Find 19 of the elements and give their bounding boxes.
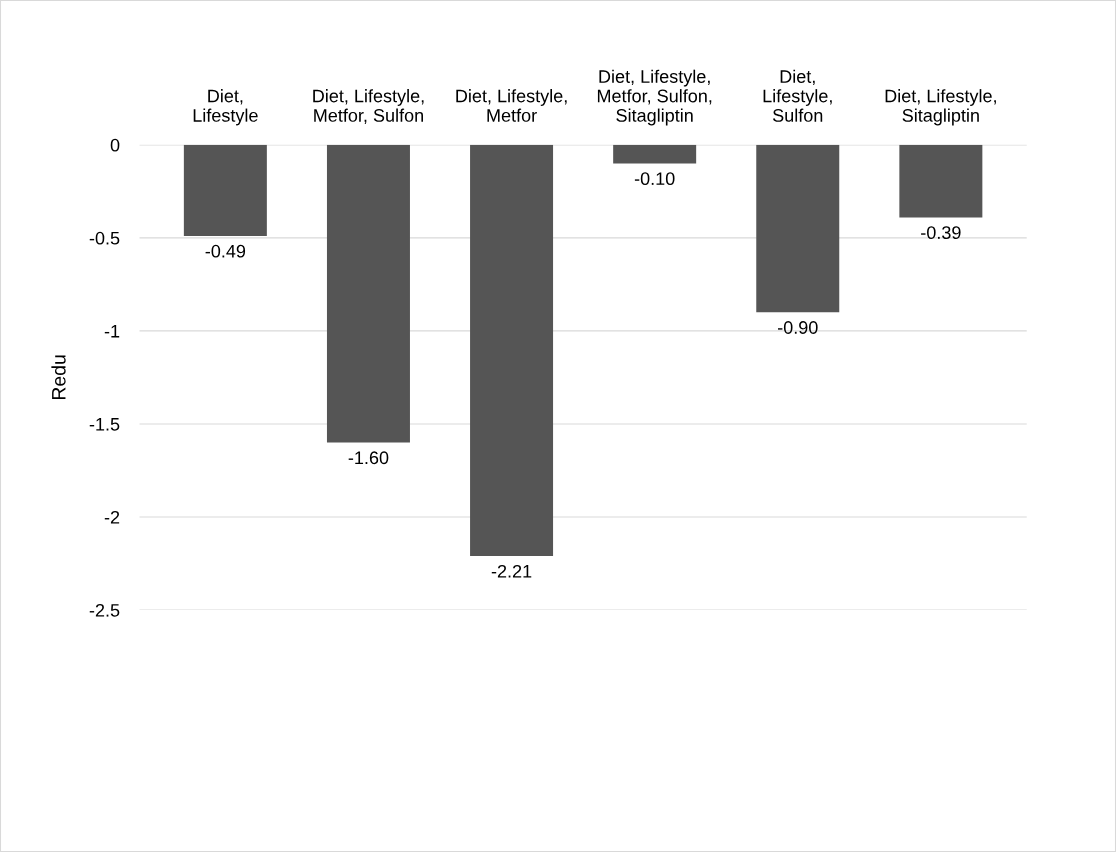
x-tick-label: Diet, Lifestyle, Metfor [456, 89, 567, 122]
data-label: -0.39 [921, 226, 961, 240]
x-tick-label: Diet, Lifestyle, Sitagliptin [885, 89, 996, 126]
data-label: -0.49 [205, 244, 246, 258]
x-tick-label: Diet, Lifestyle [193, 89, 258, 126]
y-tick-label: -2 [104, 510, 120, 524]
y-axis-title: Redu [51, 355, 66, 400]
data-label: -0.10 [634, 172, 675, 186]
x-tick-label: Diet, Lifestyle, Metfor, Sulfon, Sitagliptin [597, 69, 712, 126]
y-tick-label: -1.5 [89, 418, 120, 431]
x-tick-label: Diet, Lifestyle, Metfor, Sulfon [313, 89, 424, 124]
y-tick-label: -2.5 [89, 603, 120, 617]
y-tick-label: -1 [104, 325, 120, 338]
y-tick-label: 0 [110, 138, 120, 152]
data-label: -1.60 [348, 451, 389, 465]
data-label: -0.90 [777, 321, 818, 334]
x-tick-label: Diet, Lifestyle, Sulfon [763, 69, 832, 122]
data-label: -2.21 [491, 564, 532, 578]
y-tick-label: -0.5 [89, 231, 120, 245]
